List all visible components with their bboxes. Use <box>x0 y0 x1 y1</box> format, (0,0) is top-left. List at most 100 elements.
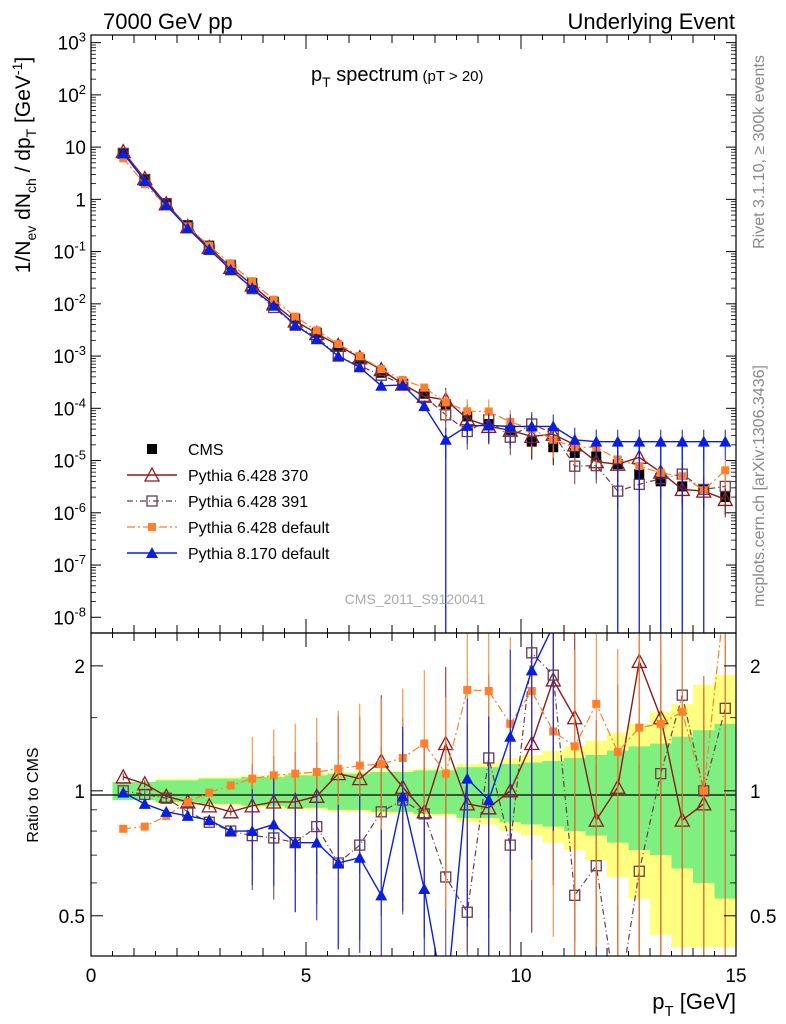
point-p6def <box>248 277 257 286</box>
analysis-watermark: CMS_2011_S9120041 <box>345 591 486 607</box>
point-p8def <box>676 435 689 447</box>
band-stat <box>177 780 199 802</box>
point-p6def <box>377 365 386 374</box>
point-p8def <box>117 147 130 159</box>
point-p8def <box>224 263 237 275</box>
legend-label-p370: Pythia 6.428 370 <box>188 468 308 485</box>
point-p6def <box>312 326 321 335</box>
ratio-point-p8def <box>224 825 237 837</box>
point-p8def <box>203 243 216 255</box>
ratio-point-p6def <box>635 723 644 732</box>
rivet-version-label: Rivet 3.1.10, ≥ 300k events <box>751 55 768 249</box>
series-cms <box>118 148 731 516</box>
ratio-y-tick-label: 2 <box>750 657 761 678</box>
ratio-point-p6def <box>377 760 386 769</box>
point-p6def <box>721 466 730 475</box>
legend-marker-p391 <box>146 495 158 507</box>
y-tick-label: 10 <box>65 138 86 159</box>
ratio-point-p8def <box>138 797 151 809</box>
ratio-point-p8def <box>375 889 388 901</box>
ratio-point-p8def <box>267 818 280 830</box>
series-line-p6def <box>122 157 726 492</box>
ratio-point-p6def <box>613 748 622 757</box>
legend-item-p6def: Pythia 6.428 default <box>127 520 330 537</box>
ratio-point-p6def <box>678 707 687 716</box>
series-line-p391 <box>122 152 726 492</box>
point-p8def <box>375 379 388 391</box>
ratio-point-p8def <box>310 836 323 848</box>
ratio-series-p8def <box>117 620 559 1013</box>
ratio-point-p8def <box>160 805 173 817</box>
ratio-frame <box>90 632 737 957</box>
ratio-point-p8def <box>396 790 409 802</box>
y-tick-label: 10-7 <box>53 552 86 577</box>
spectrum-title: pT spectrum (pT > 20) <box>311 64 484 90</box>
ratio-point-p6def <box>721 589 729 597</box>
ratio-point-p6def <box>484 686 493 695</box>
ratio-y-tick-label: 0.5 <box>750 907 776 928</box>
point-p8def <box>439 433 452 445</box>
point-p6def <box>484 407 493 416</box>
spectrum-series <box>115 143 734 633</box>
spectrum-y-axis-label: 1/Nev dNch / dpT [GeV-1] <box>9 57 39 273</box>
ratio-point-p6def <box>205 788 214 797</box>
point-p8def <box>547 420 560 432</box>
ratio-point-p6def <box>183 797 192 806</box>
y-tick-label: 1 <box>75 190 86 211</box>
ratio-point-p6def <box>291 769 300 778</box>
y-tick-label: 10-5 <box>53 448 86 473</box>
point-p8def <box>525 420 538 432</box>
point-p8def <box>611 435 624 447</box>
ratio-panel: 0 5 10 15 0.5 0.5 1 1 2 2 Ratio to CMS pT [GeV] <box>25 589 776 1020</box>
ratio-point-p8def <box>440 1002 452 1013</box>
legend-label-cms: CMS <box>188 442 224 459</box>
ratio-line-p6def <box>123 633 722 830</box>
ratio-axis-ticks: 0 5 10 15 0.5 0.5 1 1 2 2 <box>59 633 776 987</box>
legend-item-cms: CMS <box>147 442 224 459</box>
ratio-point-p8def <box>418 883 431 895</box>
ratio-point-p8def <box>482 794 495 806</box>
y-tick-label: 10-8 <box>53 604 86 629</box>
legend-marker-p370 <box>143 466 161 482</box>
point-p8def <box>396 378 409 390</box>
ratio-point-p6def <box>269 771 278 780</box>
point-p6def <box>291 312 300 321</box>
point-p8def <box>267 299 280 311</box>
ratio-point-p6def <box>119 824 128 833</box>
x-axis-label: pT [GeV] <box>652 989 736 1020</box>
point-p8def <box>181 222 194 234</box>
point-p6def <box>463 407 472 416</box>
spectrum-panel: 10-8 10-7 10-6 10-5 10-4 10-3 10-2 10-1 1 10 102 10… <box>9 30 737 634</box>
ratio-y-tick-label: 2 <box>74 657 85 678</box>
ratio-point-p370 <box>158 787 175 803</box>
point-p8def <box>633 435 646 447</box>
ratio-point-p6def <box>441 769 450 778</box>
point-p6def <box>355 352 364 361</box>
point-p8def <box>654 435 667 447</box>
ratio-point-p8def <box>246 825 259 837</box>
point-p6def <box>269 295 278 304</box>
ratio-y-tick-label: 1 <box>750 782 761 803</box>
point-p8def <box>590 435 603 447</box>
ratio-point-p6def <box>334 764 343 773</box>
ratio-point-p6def <box>226 781 235 790</box>
ratio-point-p8def <box>504 730 517 742</box>
point-p6def <box>420 383 429 392</box>
point-p8def <box>160 198 173 210</box>
ratio-point-p370 <box>201 797 218 813</box>
ratio-y-tick-label: 1 <box>74 782 85 803</box>
ratio-point-p6def <box>656 719 665 728</box>
mcplots-label: mcplots.cern.ch [arXiv:1306.3436] <box>751 365 768 607</box>
y-tick-label: 10-3 <box>53 343 86 368</box>
ratio-point-p8def <box>117 786 130 798</box>
y-tick-label: 10-1 <box>53 239 86 264</box>
ratio-point-p8def <box>547 620 559 631</box>
point-p8def <box>482 419 495 431</box>
legend-item-p8def: Pythia 8.170 default <box>127 546 330 563</box>
collision-label: 7000 GeV pp <box>103 9 233 34</box>
y-tick-label: 102 <box>58 82 86 107</box>
point-p8def <box>418 400 431 412</box>
band-stat <box>220 778 242 804</box>
y-tick-label: 10-2 <box>53 291 86 316</box>
y-tick-label: 10-4 <box>53 395 86 420</box>
